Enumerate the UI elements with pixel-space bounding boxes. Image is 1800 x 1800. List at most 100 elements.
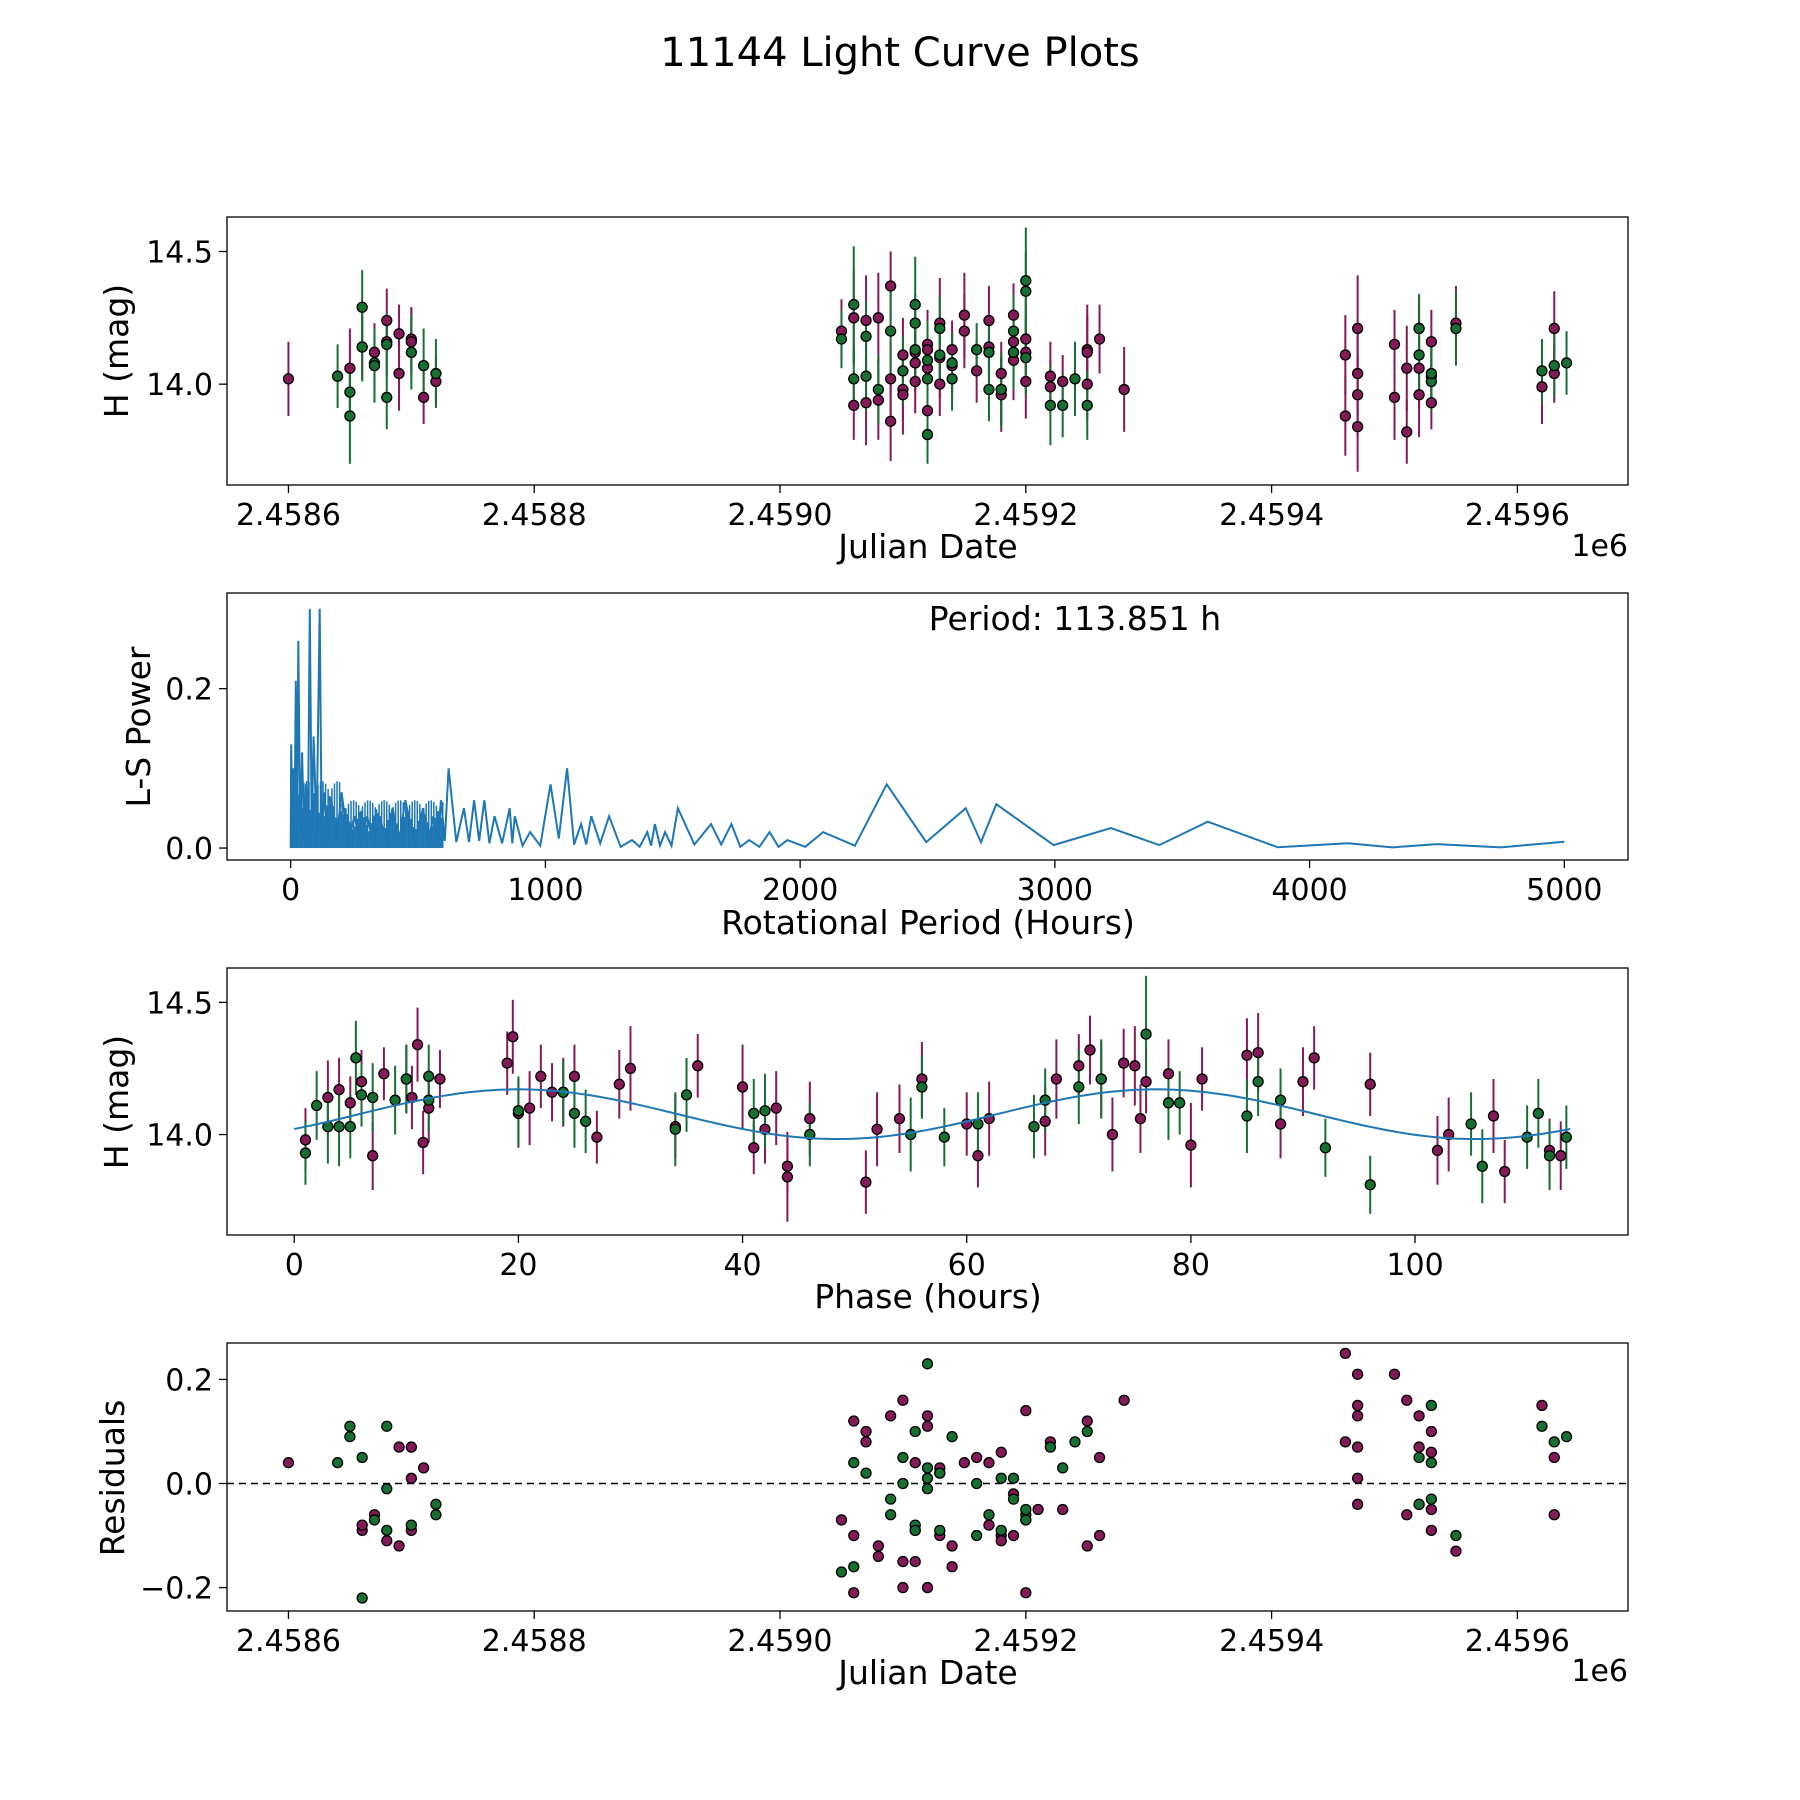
data-point-r xyxy=(417,1462,430,1474)
data-point-g xyxy=(921,1462,934,1474)
data-point-g xyxy=(430,367,442,380)
data-point-r xyxy=(1425,1425,1438,1438)
data-point-r xyxy=(909,357,921,369)
data-point-g xyxy=(1140,1028,1152,1040)
data-point-r xyxy=(893,1113,906,1125)
data-point-r xyxy=(1401,362,1413,374)
data-point-r xyxy=(1351,1368,1364,1380)
data-point-r xyxy=(393,1441,405,1453)
y-tick-label: 14.0 xyxy=(146,1119,213,1154)
data-point-g xyxy=(680,1089,693,1101)
lightcurve-ylabel: H (mag) xyxy=(97,284,136,418)
data-point-r xyxy=(1388,338,1401,351)
data-point-g xyxy=(1425,1493,1438,1505)
data-point-g xyxy=(872,383,884,396)
data-point-r xyxy=(860,1176,872,1188)
data-point-r xyxy=(405,1472,417,1484)
data-point-g xyxy=(1028,1120,1040,1133)
data-point-r xyxy=(848,1415,860,1427)
phased-plot-area xyxy=(294,975,1573,1222)
data-point-g xyxy=(1543,1150,1556,1162)
data-point-r xyxy=(535,1070,547,1083)
data-point-g xyxy=(423,1070,435,1083)
data-point-r xyxy=(1241,1049,1253,1061)
data-point-g xyxy=(423,1094,435,1106)
data-point-r xyxy=(1117,1057,1130,1069)
data-point-g xyxy=(1536,1420,1548,1432)
data-point-r xyxy=(1020,1405,1032,1417)
data-point-r xyxy=(909,1457,921,1469)
x-tick-label: 100 xyxy=(1386,1248,1443,1283)
data-point-r xyxy=(1129,1060,1141,1072)
residuals-ylabel: Residuals xyxy=(93,1400,132,1557)
data-point-r xyxy=(417,391,430,404)
data-point-g xyxy=(580,1115,592,1127)
x-tick-label: 2.4592 xyxy=(973,498,1078,533)
data-point-r xyxy=(860,314,872,327)
data-point-g xyxy=(350,1052,362,1064)
data-point-r xyxy=(1536,1399,1548,1412)
data-point-r xyxy=(1487,1110,1500,1122)
data-point-g xyxy=(1162,1097,1175,1109)
data-point-r xyxy=(1081,1540,1093,1552)
data-point-r xyxy=(1057,1503,1069,1516)
periodogram-panel: Rotational Period (Hours) L-S Power Peri… xyxy=(119,592,1629,942)
data-point-g xyxy=(311,1099,323,1112)
data-point-g xyxy=(916,1081,928,1093)
data-point-g xyxy=(884,1509,897,1521)
data-point-r xyxy=(1297,1076,1309,1088)
data-point-r xyxy=(1007,336,1020,348)
data-point-r xyxy=(1339,1436,1351,1448)
data-point-r xyxy=(523,1102,536,1114)
data-point-g xyxy=(1252,1076,1264,1088)
data-point-r xyxy=(393,1540,405,1552)
data-point-r xyxy=(884,280,897,292)
data-point-r xyxy=(1425,1524,1438,1536)
x-tick-label: 2.4594 xyxy=(1219,1624,1324,1659)
data-point-g xyxy=(748,1107,760,1120)
data-point-r xyxy=(934,378,946,390)
data-point-r xyxy=(983,1457,995,1469)
data-point-g xyxy=(331,1457,344,1469)
data-point-r xyxy=(1020,333,1032,345)
data-point-g xyxy=(1536,365,1548,377)
data-point-g xyxy=(1241,1110,1253,1122)
x-tick-label: 3000 xyxy=(1017,873,1093,908)
data-point-r xyxy=(568,1070,581,1083)
data-point-g xyxy=(921,373,934,385)
data-point-r xyxy=(1351,420,1364,433)
data-point-r xyxy=(1007,309,1020,321)
data-point-g xyxy=(381,391,393,404)
data-point-g xyxy=(835,1566,848,1578)
data-point-r xyxy=(344,362,356,374)
data-point-r xyxy=(282,1457,295,1469)
data-point-r xyxy=(507,1031,519,1043)
x-tick-label: 2.4594 xyxy=(1219,498,1324,533)
data-point-g xyxy=(1081,1425,1093,1438)
data-point-r xyxy=(1081,346,1093,358)
data-point-r xyxy=(1351,1410,1364,1422)
data-point-r xyxy=(1007,1529,1020,1542)
data-point-g xyxy=(355,1089,368,1101)
data-point-g xyxy=(1007,1493,1020,1505)
data-point-r xyxy=(1093,1529,1106,1542)
x-tick-label: 2.4588 xyxy=(482,1624,587,1659)
phased-ylabel: H (mag) xyxy=(97,1035,136,1169)
data-point-r xyxy=(1162,1068,1175,1080)
data-point-r xyxy=(781,1160,794,1172)
data-point-g xyxy=(1450,1529,1462,1542)
data-point-r xyxy=(368,346,381,358)
lightcurve-frame xyxy=(226,216,1629,486)
data-point-g xyxy=(400,1073,412,1085)
data-point-r xyxy=(1093,1451,1106,1464)
data-point-g xyxy=(405,1519,417,1531)
y-tick-label: 0.2 xyxy=(165,1363,213,1398)
data-point-r xyxy=(434,1073,446,1085)
data-point-r xyxy=(1185,1139,1197,1151)
periodogram-frame xyxy=(226,592,1629,861)
data-point-r xyxy=(871,1123,883,1135)
data-point-g xyxy=(921,428,934,441)
data-point-g xyxy=(1069,1436,1081,1448)
x-tick-label: 2.4590 xyxy=(728,498,833,533)
data-point-g xyxy=(1020,1514,1032,1526)
